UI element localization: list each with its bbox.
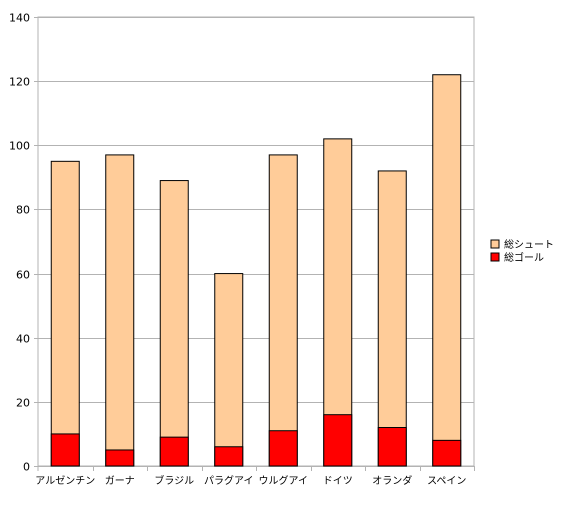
bar-total-goals (323, 414, 353, 467)
y-tick-label: 40 (16, 333, 30, 346)
bar-total-goals (377, 427, 407, 467)
plot-frame (37, 16, 475, 467)
y-tick-label: 120 (9, 76, 30, 89)
legend-label: 総ゴール (504, 251, 544, 264)
bar-total-shots (432, 74, 462, 467)
grid-lines (37, 16, 475, 467)
x-axis: アルゼンチン ガーナ ブラジル パラグアイ ウルグアイ ドイツ オランダ スペイン (35, 466, 475, 487)
legend-swatch (490, 239, 500, 249)
bar-total-shots (159, 180, 189, 467)
x-tick-label: オランダ (372, 474, 412, 487)
y-tick-label: 100 (9, 140, 30, 153)
x-tick-label: ウルグアイ (259, 474, 309, 487)
bars (50, 74, 462, 467)
y-tick-label: 20 (16, 397, 30, 410)
bar-total-goals (50, 433, 80, 467)
y-tick-label: 0 (23, 461, 30, 474)
x-tick-label: パラグアイ (204, 474, 254, 487)
bar-total-shots (268, 154, 298, 467)
bar-total-goals (432, 439, 462, 467)
legend-swatch (490, 252, 500, 262)
bar-total-shots (105, 154, 135, 467)
bar-total-shots (214, 273, 244, 467)
bar-total-goals (159, 436, 189, 467)
y-tick-label: 140 (9, 12, 30, 25)
y-tick-label: 80 (16, 204, 30, 217)
x-tick-label: ガーナ (105, 475, 135, 487)
bar-total-shots (377, 170, 407, 467)
bar-total-goals (214, 446, 244, 467)
x-tick-label: ドイツ (323, 476, 353, 487)
x-tick-label: アルゼンチン (35, 475, 95, 487)
bar-total-goals (105, 449, 135, 467)
bar-total-shots (50, 160, 80, 467)
y-tick-label: 60 (16, 269, 30, 282)
x-tick-label: ブラジル (154, 474, 194, 487)
bar-total-goals (268, 430, 298, 467)
legend-label: 総シュート (504, 238, 554, 251)
x-tick-label: スペイン (427, 476, 466, 487)
y-axis: 0 20 40 60 80 100 120 140 (9, 12, 38, 474)
